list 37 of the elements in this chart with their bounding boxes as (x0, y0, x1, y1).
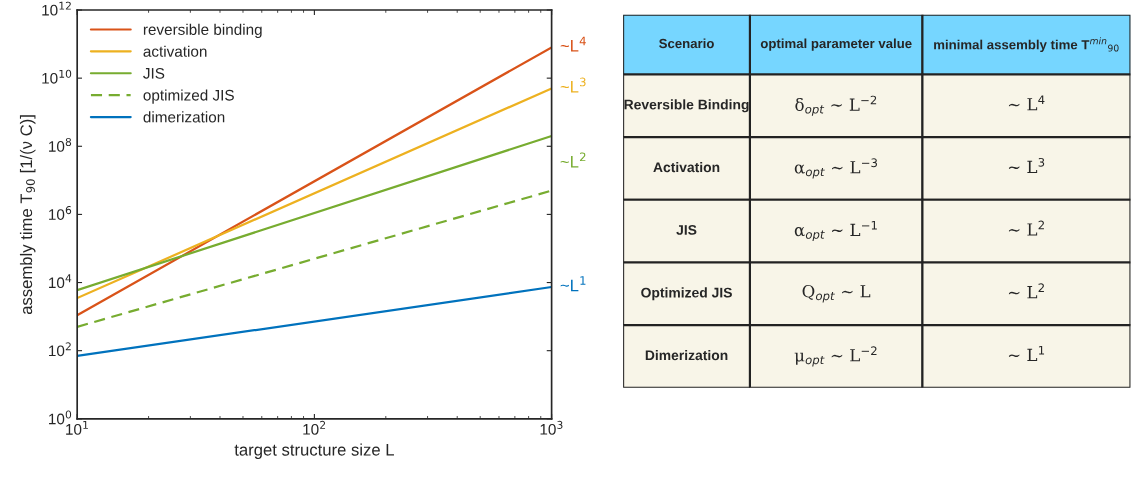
x-tick-label: 10$^{2}$ (303, 420, 326, 435)
text: μ$_{opt}$ ~ L$^{−2}$ (794, 346, 877, 367)
text: α$_{opt}$ ~ L$^{−3}$ (794, 158, 877, 179)
text: δ$_{opt}$ ~ L$^{−2}$ (795, 95, 877, 116)
text: Reversible Binding (624, 99, 749, 113)
y-tick-label: 10$^{2}$ (49, 342, 71, 357)
text: ~L$^{4}$ (560, 36, 586, 52)
text: ~ L$^{2}$ (1008, 220, 1044, 236)
legend-label: reversible binding (143, 23, 262, 39)
legend-label: dimerization (143, 111, 225, 123)
text: ~ L$^{1}$ (1008, 346, 1045, 361)
text: Activation (653, 162, 720, 173)
y-axis-title: assembly time T$_{90}$ [1/(ν C)] (19, 115, 36, 315)
y-tick-label: 10$^{8}$ (49, 137, 72, 152)
text: Optimized JIS (641, 287, 732, 301)
text: optimal parameter value (760, 38, 912, 51)
text: minimal assembly time T$^{min}$$_{90}$ (934, 37, 1119, 52)
text: ~L$^{3}$ (560, 77, 586, 93)
text: JIS (676, 225, 697, 235)
text: Scenario (659, 38, 714, 49)
x-axis-title: target structure size L (234, 443, 394, 459)
legend-label: activation (143, 45, 207, 57)
legend-label: JIS (143, 67, 165, 79)
y-tick-label: 10$^{12}$ (42, 1, 71, 16)
y-tick-label: 10$^{10}$ (42, 69, 72, 84)
x-tick-label: 10$^{3}$ (540, 420, 563, 435)
text: ~ L$^{2}$ (1008, 283, 1044, 299)
y-tick-label: 10$^{6}$ (49, 206, 72, 220)
text: α$_{opt}$ ~ L$^{−1}$ (794, 221, 877, 242)
text: ~ L$^{3}$ (1008, 157, 1045, 173)
legend-label: optimized JIS (143, 89, 234, 104)
text: ~L$^{2}$ (560, 152, 586, 168)
text: ~ L$^{4}$ (1008, 95, 1045, 111)
text: ~L$^{1}$ (560, 276, 586, 292)
text: Q$_{opt}$ ~ L (802, 284, 871, 303)
y-tick-label: 10$^{4}$ (49, 274, 72, 289)
text: Dimerization (645, 349, 728, 361)
